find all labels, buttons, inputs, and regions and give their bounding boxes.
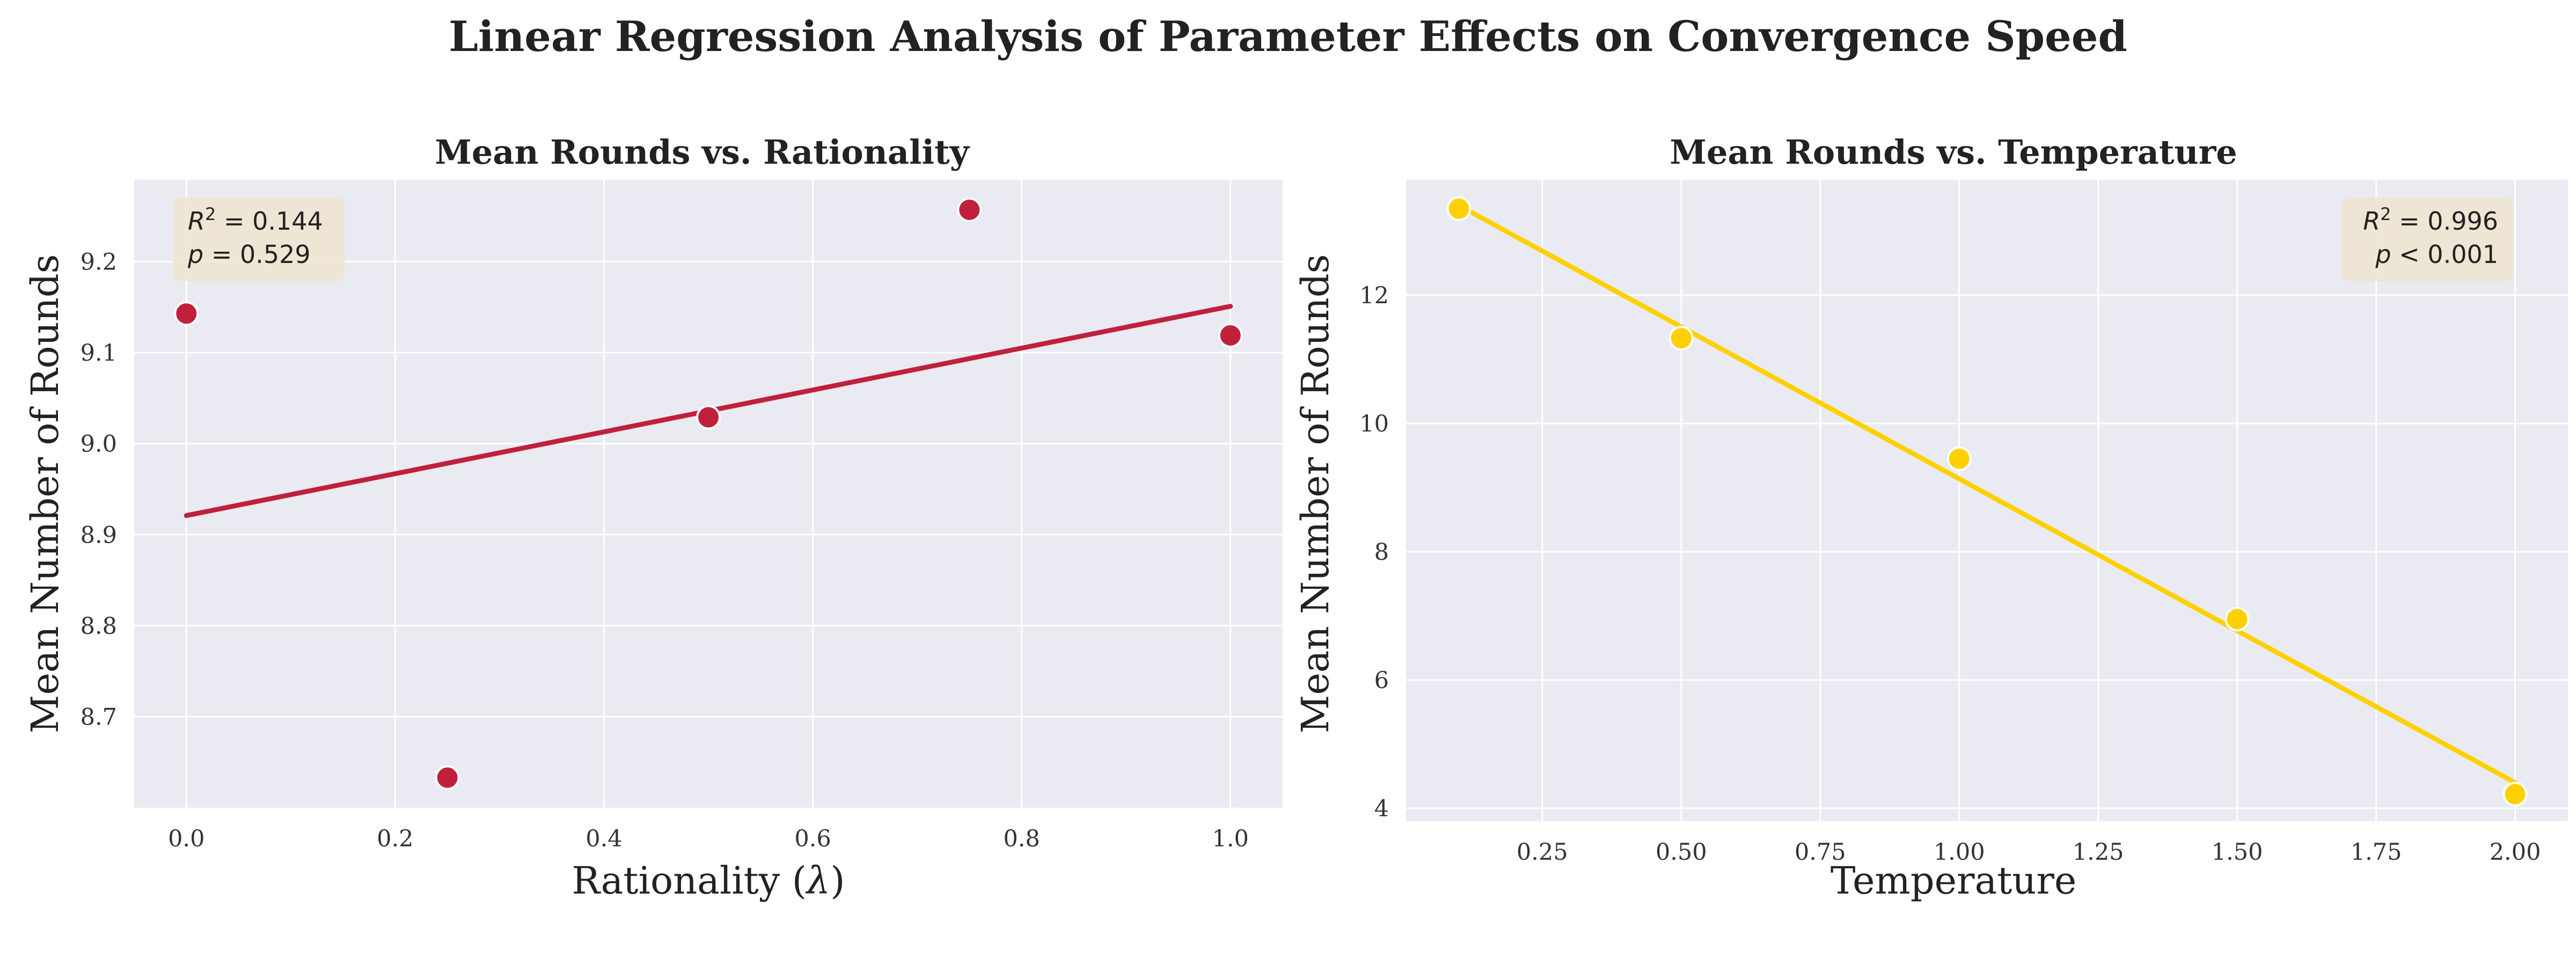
data-point (696, 405, 721, 430)
x-tick-label: 0.2 (377, 825, 413, 852)
x-axis-label: Rationality (λ) (572, 859, 845, 903)
x-tick-label: 0.6 (794, 825, 831, 852)
data-point (174, 301, 199, 326)
data-points (174, 197, 1243, 791)
y-tick-label: 9.2 (80, 249, 117, 276)
x-tick-label: 0.25 (1517, 839, 1568, 866)
stats-p: p = 0.529 (187, 240, 311, 269)
chart-title: Mean Rounds vs. Temperature (1670, 133, 2237, 172)
stats-p: p < 0.001 (2375, 240, 2498, 269)
chart-title: Mean Rounds vs. Rationality (435, 133, 970, 172)
y-axis-label: Mean Number of Rounds (1293, 254, 1337, 734)
plot-area (1406, 180, 2568, 821)
x-tick-label: 1.75 (2351, 839, 2402, 866)
y-tick-label: 8 (1374, 539, 1389, 566)
x-tick-label: 0.4 (586, 825, 622, 852)
data-point (1946, 446, 1972, 471)
tick-labels: 0.25 0.50 0.75 1.00 1.25 1.50 1.75 2.00 4 6 8 10 12 (1359, 282, 2541, 866)
data-point (957, 197, 982, 222)
x-tick-label: 0.75 (1795, 839, 1846, 866)
stats-r2: R2 = 0.996 (2363, 204, 2498, 236)
plot-area (134, 180, 1283, 808)
x-tick-label: 0.8 (1003, 825, 1040, 852)
data-point (1446, 196, 1472, 221)
x-axis-label: Temperature (1831, 859, 2077, 903)
data-point (2224, 606, 2250, 632)
y-tick-label: 8.9 (80, 522, 117, 548)
x-tick-label: 0.0 (168, 825, 204, 852)
x-tick-label: 1.00 (1934, 839, 1985, 866)
y-tick-label: 10 (1359, 411, 1389, 437)
y-tick-label: 4 (1374, 795, 1389, 822)
x-tick-label: 0.50 (1656, 839, 1707, 866)
tick-labels: 0.0 0.2 0.4 0.6 0.8 1.0 8.7 8.8 8.9 9.0 9.1 9.2 (80, 249, 1249, 852)
data-point (1218, 323, 1243, 348)
y-tick-label: 9.1 (80, 340, 117, 367)
data-points (1446, 196, 2528, 807)
y-axis-label: Mean Number of Rounds (23, 254, 67, 734)
x-tick-label: 2.00 (2490, 839, 2541, 866)
y-tick-label: 12 (1359, 282, 1389, 309)
data-point (1668, 326, 1694, 351)
grid-lines (1406, 180, 2568, 821)
x-tick-label: 1.25 (2073, 839, 2124, 866)
stats-box: R2 = 0.996 p < 0.001 (2341, 197, 2513, 281)
stats-r2: R2 = 0.144 (188, 204, 323, 236)
x-tick-label: 1.50 (2212, 839, 2263, 866)
data-point (435, 765, 460, 791)
x-tick-label: 1.0 (1212, 825, 1249, 852)
y-tick-label: 9.0 (80, 431, 117, 458)
stats-box-background (173, 197, 345, 281)
figure-suptitle: Linear Regression Analysis of Parameter … (449, 12, 2127, 61)
stats-box: R2 = 0.144 p = 0.529 (173, 197, 345, 281)
chart-temperature: Mean Rounds vs. Temperature 0.25 0.50 0.75… (1293, 133, 2568, 903)
grid-lines (134, 180, 1283, 808)
y-tick-label: 8.7 (80, 704, 117, 730)
y-tick-label: 8.8 (80, 613, 117, 640)
data-point (2502, 781, 2528, 807)
stats-box-background (2341, 197, 2513, 281)
chart-rationality: Mean Rounds vs. Rationality 0.0 0.2 0.4 0.6… (23, 133, 1283, 903)
y-tick-label: 6 (1374, 667, 1389, 694)
regression-line (1456, 203, 2518, 785)
